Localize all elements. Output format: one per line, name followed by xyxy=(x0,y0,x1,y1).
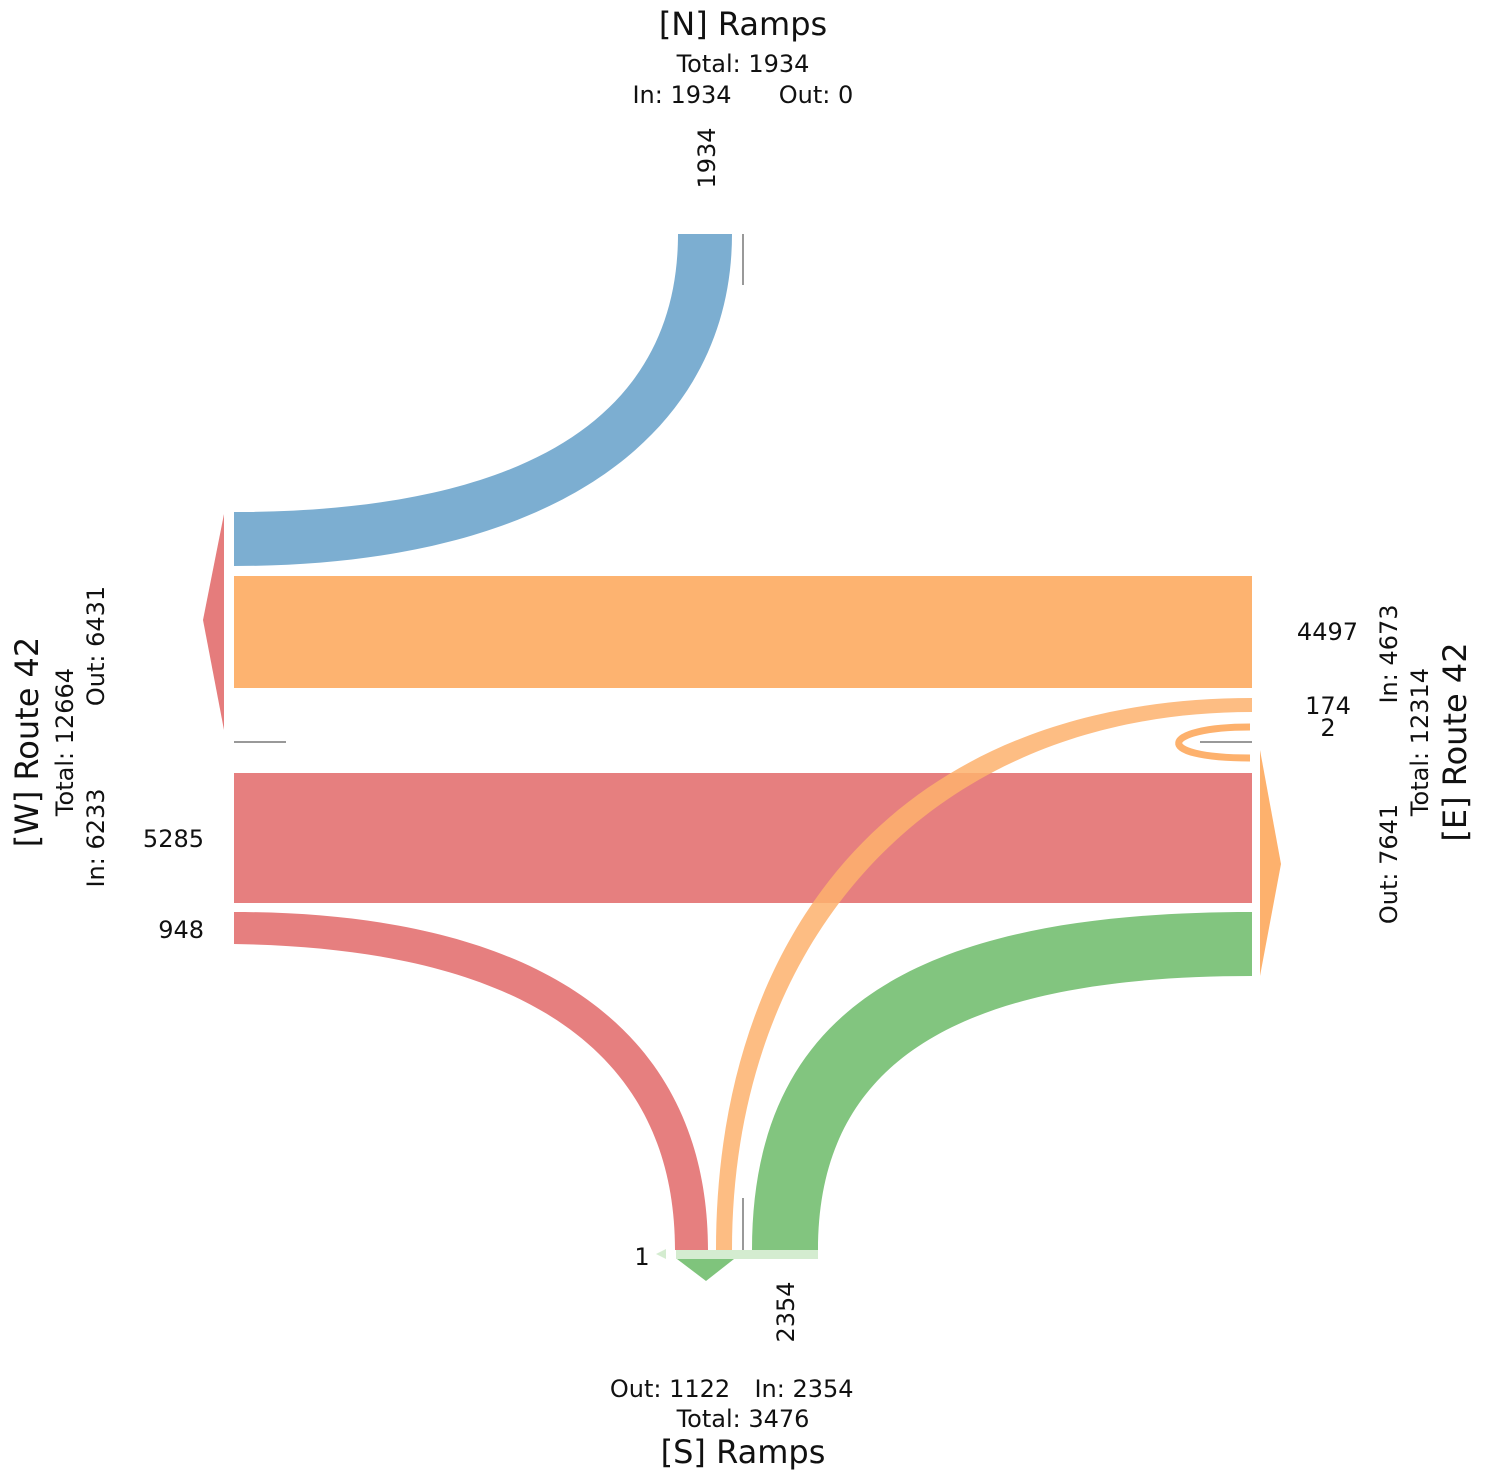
south-uturn-marker xyxy=(656,1249,666,1259)
west-flow-label-south: 948 xyxy=(158,916,204,944)
east-total: Total: 12314 xyxy=(1406,668,1434,817)
flow-east-to-west xyxy=(234,576,1252,688)
west-in: In: 6233 xyxy=(82,788,110,887)
east-out: Out: 7641 xyxy=(1375,804,1403,924)
south-exit-arrow xyxy=(677,1259,734,1281)
south-out: Out: 1122 xyxy=(610,1375,730,1403)
west-total: Total: 12664 xyxy=(51,668,79,817)
south-total: Total: 3476 xyxy=(676,1405,810,1433)
north-flow-label: 1934 xyxy=(693,127,721,188)
south-title: [S] Ramps xyxy=(661,1433,826,1471)
east-exit-arrow xyxy=(1260,750,1281,976)
south-flow-label: 2354 xyxy=(772,1281,800,1342)
flow-west-to-south xyxy=(234,912,708,1250)
north-out: Out: 0 xyxy=(779,81,854,109)
west-title: [W] Route 42 xyxy=(8,637,46,848)
flow-south-to-east xyxy=(752,912,1252,1250)
west-flow-label-straight: 5285 xyxy=(143,825,204,853)
north-title: [N] Ramps xyxy=(659,5,827,43)
east-title: [E] Route 42 xyxy=(1436,642,1474,841)
flow-west-to-east xyxy=(234,773,1252,903)
east-flow-label-straight: 4497 xyxy=(1297,618,1358,646)
flow-north-to-west xyxy=(234,234,732,566)
flow-south-uturn xyxy=(676,1250,818,1259)
north-in: In: 1934 xyxy=(632,81,731,109)
flow-east-uturn xyxy=(1175,723,1251,762)
west-exit-arrow xyxy=(203,514,224,730)
east-flow-label-uturn: 2 xyxy=(1320,714,1335,742)
west-out: Out: 6431 xyxy=(82,586,110,706)
north-total: Total: 1934 xyxy=(676,50,810,78)
east-flow-label-south: 174 xyxy=(1305,692,1351,720)
east-in: In: 4673 xyxy=(1375,604,1403,703)
south-small-label: 1 xyxy=(634,1243,649,1271)
south-in: In: 2354 xyxy=(754,1375,853,1403)
